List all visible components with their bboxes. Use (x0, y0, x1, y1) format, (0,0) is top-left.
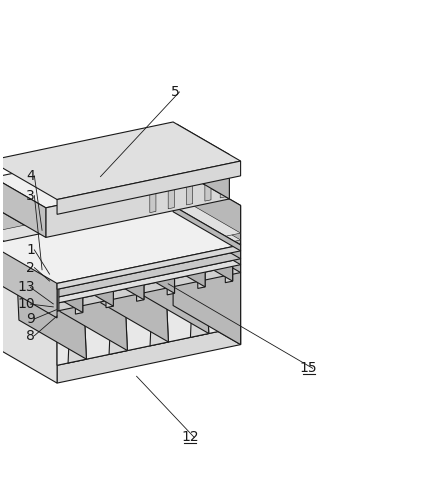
Polygon shape (57, 251, 241, 297)
Polygon shape (138, 213, 205, 287)
Polygon shape (0, 220, 241, 297)
Polygon shape (90, 352, 103, 369)
Polygon shape (98, 249, 168, 342)
Polygon shape (168, 184, 174, 209)
Polygon shape (16, 266, 87, 359)
Polygon shape (57, 161, 241, 214)
Polygon shape (173, 212, 241, 259)
Polygon shape (225, 247, 233, 283)
Polygon shape (139, 240, 209, 333)
Polygon shape (130, 343, 142, 360)
Polygon shape (68, 306, 87, 363)
Text: 13: 13 (18, 280, 35, 295)
Polygon shape (0, 194, 241, 272)
Polygon shape (46, 170, 229, 238)
Text: 9: 9 (26, 312, 35, 326)
Polygon shape (177, 124, 229, 199)
Polygon shape (0, 206, 241, 284)
Text: 1: 1 (26, 243, 35, 257)
Polygon shape (187, 180, 193, 205)
Polygon shape (76, 278, 83, 314)
Polygon shape (57, 259, 241, 303)
Polygon shape (133, 338, 142, 358)
Polygon shape (220, 173, 226, 198)
Polygon shape (81, 346, 103, 354)
Text: 15: 15 (300, 361, 317, 375)
Polygon shape (57, 205, 241, 284)
Polygon shape (0, 177, 46, 238)
Polygon shape (52, 287, 54, 312)
Polygon shape (173, 226, 241, 273)
Polygon shape (0, 166, 241, 244)
Polygon shape (57, 245, 241, 289)
Polygon shape (38, 232, 114, 273)
Polygon shape (173, 206, 241, 251)
Polygon shape (190, 280, 209, 337)
Polygon shape (85, 249, 166, 291)
Text: 3: 3 (26, 189, 35, 203)
Polygon shape (205, 176, 211, 201)
Polygon shape (109, 297, 127, 354)
Text: 12: 12 (181, 430, 199, 445)
Polygon shape (69, 226, 144, 267)
Polygon shape (100, 220, 175, 260)
Polygon shape (57, 258, 127, 351)
Polygon shape (44, 258, 125, 300)
Polygon shape (0, 205, 57, 318)
Polygon shape (177, 139, 229, 199)
Polygon shape (57, 286, 59, 311)
Polygon shape (173, 220, 241, 265)
Polygon shape (0, 139, 229, 208)
Polygon shape (15, 239, 83, 313)
Text: 2: 2 (26, 261, 35, 274)
Polygon shape (173, 233, 241, 344)
Polygon shape (3, 266, 84, 308)
Polygon shape (158, 207, 233, 248)
Polygon shape (0, 288, 241, 365)
Polygon shape (8, 239, 83, 280)
Polygon shape (150, 188, 156, 213)
Polygon shape (130, 213, 205, 254)
Polygon shape (54, 286, 57, 311)
Text: 8: 8 (26, 329, 35, 342)
Polygon shape (57, 273, 241, 365)
Polygon shape (0, 226, 241, 303)
Polygon shape (107, 220, 175, 293)
Polygon shape (198, 252, 205, 288)
Polygon shape (121, 338, 142, 346)
Polygon shape (106, 272, 114, 308)
Polygon shape (165, 207, 233, 281)
Polygon shape (57, 265, 241, 311)
Polygon shape (173, 288, 241, 344)
Polygon shape (0, 122, 241, 200)
Polygon shape (46, 232, 114, 306)
Polygon shape (76, 226, 144, 300)
Text: 5: 5 (171, 85, 180, 99)
Polygon shape (0, 272, 57, 383)
Polygon shape (93, 346, 103, 366)
Polygon shape (150, 288, 168, 346)
Text: 4: 4 (26, 169, 35, 183)
Polygon shape (173, 166, 241, 245)
Polygon shape (0, 201, 241, 278)
Polygon shape (57, 327, 241, 383)
Polygon shape (137, 265, 144, 301)
Polygon shape (0, 212, 241, 289)
Polygon shape (125, 240, 206, 283)
Polygon shape (167, 259, 175, 295)
Text: 10: 10 (18, 297, 35, 311)
